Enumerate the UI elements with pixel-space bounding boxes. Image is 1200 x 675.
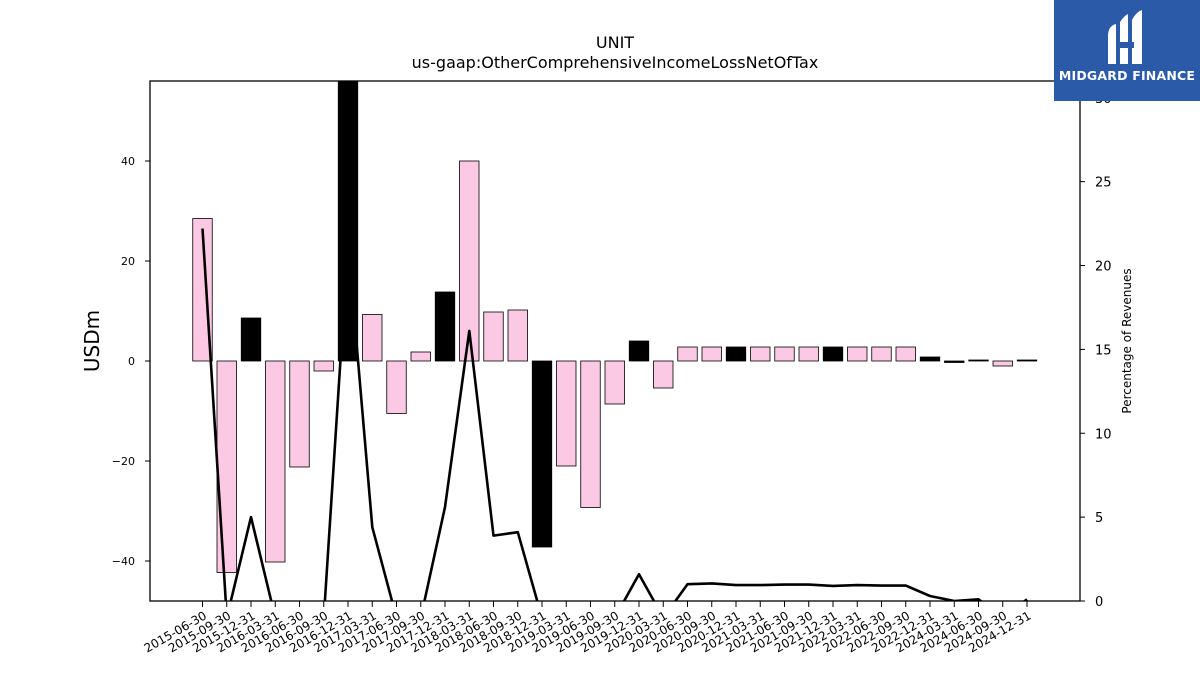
bar-2022-03-31	[847, 346, 868, 362]
bar-2021-09-30	[798, 346, 819, 362]
chart-title-line-2: us-gaap:OtherComprehensiveIncomeLossNetO…	[411, 53, 819, 72]
x-axis: 2015-06-302015-09-302015-12-312016-03-31…	[142, 601, 1034, 655]
chart-title-line-1: UNIT	[595, 33, 635, 52]
bar-2024-12-31	[1016, 359, 1038, 362]
y2-axis-label: Percentage of Revenues	[1120, 268, 1134, 413]
bar-2018-09-30	[507, 309, 528, 362]
bar-2020-03-31	[653, 360, 674, 389]
brand-logo: MIDGARD FINANCE	[1054, 0, 1200, 101]
logo-text: MIDGARD FINANCE	[1058, 68, 1196, 83]
y2-tick-label: 0	[1095, 595, 1103, 610]
bar-2019-03-31	[556, 360, 577, 467]
y-tick-label: −40	[112, 555, 135, 568]
y-axis-label: USDm	[80, 310, 104, 372]
bar-2024-03-31	[944, 360, 965, 363]
bar-2016-09-30	[313, 360, 334, 372]
y2-tick-label: 20	[1095, 260, 1112, 275]
bar-2021-03-31	[750, 346, 771, 362]
bars-group	[192, 81, 1038, 573]
bar-2024-06-30	[968, 359, 989, 362]
y-tick-label: −20	[112, 455, 135, 468]
bar-2022-06-30	[871, 346, 892, 362]
bar-2020-09-30	[701, 346, 722, 362]
y-tick-label: 40	[121, 155, 135, 168]
right-axis: 051015202530	[1080, 92, 1112, 610]
bar-2024-09-30	[992, 360, 1013, 367]
bar-2019-06-30	[580, 360, 601, 508]
bar-2020-12-31	[725, 346, 747, 362]
bar-2018-12-31	[531, 360, 553, 548]
bar-2021-06-30	[774, 346, 795, 362]
left-axis: −40 −20 0 20 40	[112, 155, 150, 568]
bar-2016-03-31	[265, 360, 286, 563]
bar-2017-03-31	[362, 314, 383, 362]
bar-2017-09-30	[410, 351, 431, 362]
bar-2019-09-30	[604, 360, 625, 405]
bar-2020-06-30	[677, 346, 698, 362]
y2-tick-label: 15	[1095, 343, 1112, 358]
bar-2019-12-31	[628, 340, 650, 362]
bar-2018-03-31	[459, 160, 480, 362]
y2-tick-label: 5	[1095, 511, 1103, 526]
y-tick-label: 20	[121, 255, 135, 268]
bar-2021-12-31	[822, 346, 844, 362]
bar-2016-06-30	[289, 360, 310, 468]
y2-tick-label: 25	[1095, 176, 1112, 191]
bar-2022-12-31	[919, 356, 941, 362]
bar-2015-12-31	[240, 317, 262, 362]
y-tick-label: 0	[128, 355, 135, 368]
plot-frame	[149, 80, 1081, 602]
bar-2018-06-30	[483, 311, 504, 362]
y2-tick-label: 10	[1095, 427, 1112, 442]
bar-2017-06-30	[386, 360, 407, 414]
percentage-line	[201, 228, 1028, 601]
bar-2022-09-30	[895, 346, 916, 362]
bar-2017-12-31	[434, 291, 456, 362]
logo-mark-icon	[1108, 10, 1142, 64]
percentage-line-group	[201, 228, 1028, 601]
bar-2015-09-30	[216, 360, 237, 573]
